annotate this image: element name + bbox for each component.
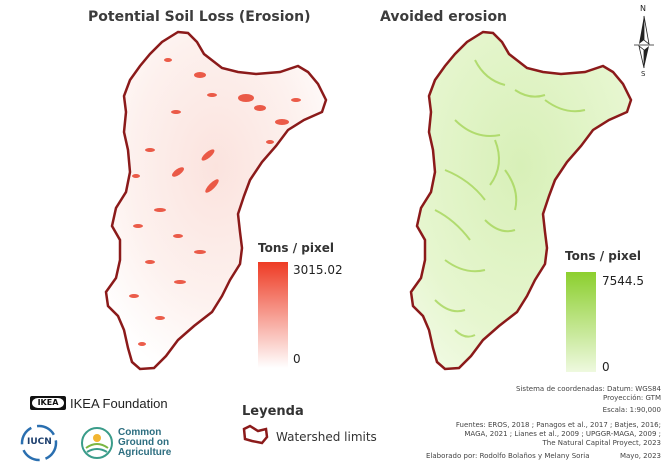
ridge-line bbox=[444, 169, 486, 201]
erosion-spot bbox=[173, 234, 183, 238]
north-arrow: N S bbox=[630, 4, 658, 80]
projection: Proyección: GTM bbox=[603, 394, 661, 402]
iucn-label: IUCN bbox=[27, 437, 52, 447]
erosion-spot bbox=[194, 72, 206, 78]
erosion-spot bbox=[164, 58, 172, 62]
common-ground-logo bbox=[80, 426, 114, 460]
ridge-line bbox=[454, 119, 501, 137]
erosion-spot bbox=[145, 148, 155, 152]
ridge-line bbox=[434, 299, 466, 313]
sources-line-1: Fuentes: EROS, 2018 ; Panagos et al., 20… bbox=[455, 421, 661, 429]
common-ground-emblem-icon bbox=[81, 427, 113, 459]
erosion-spot bbox=[171, 110, 181, 114]
north-label: N bbox=[640, 4, 646, 13]
ridge-line bbox=[514, 89, 546, 98]
ridge-line bbox=[504, 169, 518, 211]
erosion-spot bbox=[194, 250, 206, 254]
scale: Escala: 1:90,000 bbox=[602, 406, 661, 414]
ikea-logo-mark: IKEA bbox=[32, 398, 64, 408]
ridge-line bbox=[444, 259, 486, 273]
erosion-spot bbox=[132, 174, 140, 178]
left-ramp-min-label: 0 bbox=[293, 352, 301, 366]
watershed-limits-label: Watershed limits bbox=[276, 430, 377, 444]
left-erosion-hotspots bbox=[129, 58, 301, 346]
left-map bbox=[104, 30, 328, 371]
erosion-spot bbox=[291, 98, 301, 102]
legend-title: Leyenda bbox=[242, 404, 304, 419]
iucn-globe-icon bbox=[20, 424, 58, 462]
right-map-title: Avoided erosion bbox=[380, 9, 508, 25]
common-ground-label: Common Ground on Agriculture bbox=[118, 427, 172, 458]
erosion-spot bbox=[207, 93, 217, 97]
erosion-spot bbox=[145, 260, 155, 264]
watershed-limits-swatch bbox=[242, 424, 269, 445]
erosion-spot bbox=[154, 208, 166, 212]
right-ramp-min-label: 0 bbox=[602, 360, 610, 374]
erosion-spot bbox=[129, 294, 139, 298]
south-label: S bbox=[641, 70, 646, 78]
iucn-logo: IUCN bbox=[20, 424, 58, 462]
right-legend-title: Tons / pixel bbox=[565, 249, 641, 263]
left-map-title: Potential Soil Loss (Erosion) bbox=[88, 9, 311, 25]
author: Elaborado por: Rodolfo Bolaños y Melany … bbox=[426, 452, 590, 460]
left-color-ramp bbox=[258, 262, 288, 368]
left-ramp-max-label: 3015.02 bbox=[293, 263, 343, 277]
sources-line-3: The Natural Capital Proyect, 2023 bbox=[542, 439, 661, 447]
sources-line-2: MAGA, 2021 ; Lianes et al., 2009 ; UPGGR… bbox=[464, 430, 661, 438]
ridge-line bbox=[434, 209, 471, 241]
erosion-spot bbox=[266, 140, 274, 144]
ridge-line bbox=[544, 99, 586, 113]
ikea-foundation-label: IKEA Foundation bbox=[70, 396, 168, 411]
erosion-spot bbox=[138, 342, 146, 346]
right-color-ramp bbox=[566, 272, 596, 372]
right-map bbox=[409, 30, 633, 371]
ridge-line bbox=[454, 329, 476, 338]
coordinate-system: Sistema de coordenadas: Datum: WGS84 bbox=[516, 385, 661, 393]
erosion-spot bbox=[205, 179, 219, 193]
compass-icon bbox=[634, 15, 654, 69]
ikea-logo: IKEA bbox=[30, 396, 66, 410]
erosion-spot bbox=[238, 94, 254, 102]
erosion-spot bbox=[133, 224, 143, 228]
erosion-spot bbox=[174, 280, 186, 284]
left-legend-title: Tons / pixel bbox=[258, 241, 334, 255]
erosion-spot bbox=[172, 167, 184, 177]
right-ramp-max-label: 7544.5 bbox=[602, 274, 644, 288]
date: Mayo, 2023 bbox=[619, 452, 661, 460]
erosion-spot bbox=[155, 316, 165, 320]
erosion-spot bbox=[254, 105, 266, 111]
erosion-spot bbox=[275, 119, 289, 125]
ridge-line bbox=[489, 139, 500, 186]
ridge-line bbox=[474, 59, 506, 86]
erosion-spot bbox=[201, 149, 215, 161]
right-avoided-erosion-ridges bbox=[434, 59, 586, 338]
ridge-line bbox=[484, 219, 516, 233]
